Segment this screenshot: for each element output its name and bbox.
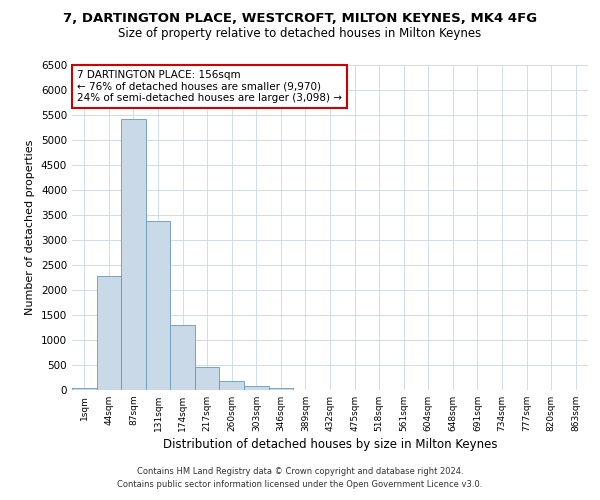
Bar [146,221,170,390]
Bar [72,388,97,390]
Bar [195,366,220,390]
Bar [121,119,146,390]
Bar [269,388,293,390]
Bar [244,386,269,390]
Text: 7, DARTINGTON PLACE, WESTCROFT, MILTON KEYNES, MK4 4FG: 7, DARTINGTON PLACE, WESTCROFT, MILTON K… [63,12,537,26]
Text: Size of property relative to detached houses in Milton Keynes: Size of property relative to detached ho… [118,28,482,40]
Bar [220,380,244,390]
Text: 7 DARTINGTON PLACE: 156sqm
← 76% of detached houses are smaller (9,970)
24% of s: 7 DARTINGTON PLACE: 156sqm ← 76% of deta… [77,70,342,103]
Bar [97,276,121,390]
Text: Contains HM Land Registry data © Crown copyright and database right 2024.: Contains HM Land Registry data © Crown c… [137,467,463,476]
Y-axis label: Number of detached properties: Number of detached properties [25,140,35,315]
Text: Contains public sector information licensed under the Open Government Licence v3: Contains public sector information licen… [118,480,482,489]
Bar [170,324,195,390]
X-axis label: Distribution of detached houses by size in Milton Keynes: Distribution of detached houses by size … [163,438,497,451]
